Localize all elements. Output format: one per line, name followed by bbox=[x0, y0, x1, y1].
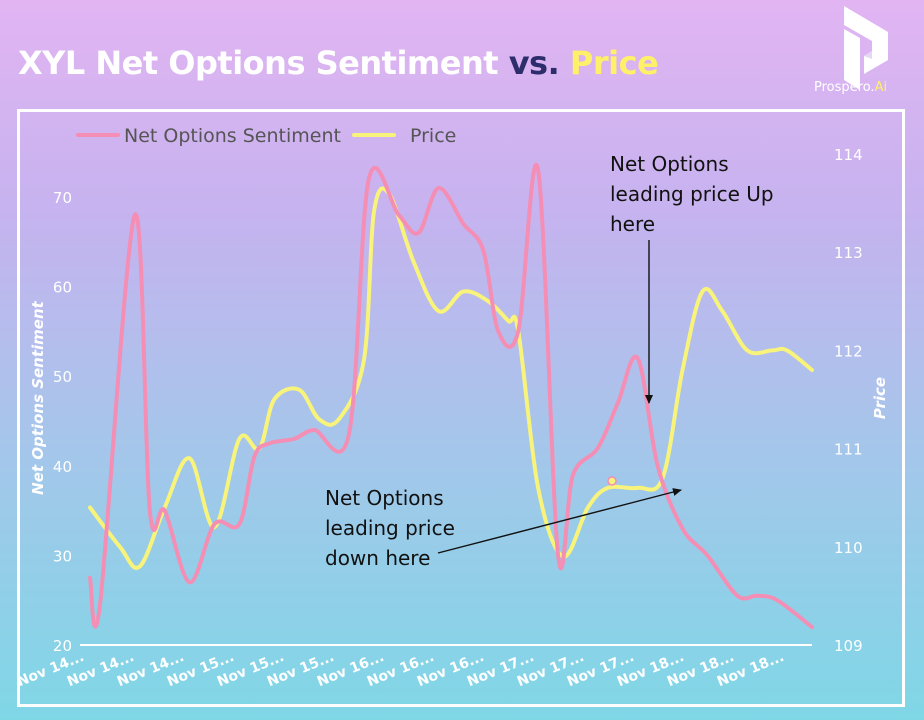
series-line-sentiment bbox=[88, 163, 814, 630]
annotation-down: Net Options leading price down here bbox=[325, 486, 682, 570]
y-ticks-right: 109 110 111 112 113 114 bbox=[834, 146, 863, 655]
y-tick-left: 40 bbox=[53, 458, 72, 476]
annotation-up-line-3: here bbox=[610, 212, 655, 236]
y-tick-left: 70 bbox=[53, 189, 72, 207]
legend-label-price: Price bbox=[410, 125, 456, 147]
legend: Net Options Sentiment Price bbox=[76, 125, 456, 147]
y-tick-left: 30 bbox=[53, 547, 72, 565]
y-tick-right: 114 bbox=[834, 146, 863, 164]
y-axis-title-right: Price bbox=[871, 377, 889, 419]
legend-label-sentiment: Net Options Sentiment bbox=[124, 125, 341, 147]
prospero-logo-icon bbox=[844, 6, 888, 90]
y-tick-left: 20 bbox=[53, 637, 72, 655]
annotation-up: Net Options leading price Up here bbox=[610, 152, 774, 404]
y-tick-left: 50 bbox=[53, 368, 72, 386]
title-price: Price bbox=[569, 44, 659, 82]
y-tick-right: 111 bbox=[834, 441, 863, 459]
logo-text: Prospero.Ai bbox=[814, 80, 887, 95]
annotation-down-line-1: Net Options bbox=[325, 486, 444, 510]
x-ticks: Nov 14...Nov 14...Nov 14...Nov 15...Nov … bbox=[15, 649, 787, 690]
y-tick-right: 109 bbox=[834, 637, 863, 655]
y-tick-right: 113 bbox=[834, 244, 863, 262]
chart-panel bbox=[17, 109, 905, 707]
logo-text-main: Prospero. bbox=[814, 80, 875, 95]
y-tick-right: 112 bbox=[834, 342, 863, 360]
y-tick-right: 110 bbox=[834, 539, 863, 557]
title-main: XYL Net Options Sentiment bbox=[18, 44, 499, 82]
y-ticks-left: 20 30 40 50 60 70 bbox=[53, 189, 72, 655]
annotation-up-line-1: Net Options bbox=[610, 152, 729, 176]
y-axis-title-left: Net Options Sentiment bbox=[29, 300, 47, 495]
annotation-down-arrow bbox=[437, 488, 682, 554]
logo-text-ai: Ai bbox=[874, 80, 888, 95]
series-line-price bbox=[88, 186, 814, 570]
annotation-down-line-2: leading price bbox=[325, 516, 455, 540]
y-tick-left: 60 bbox=[53, 279, 72, 297]
chart-title: XYL Net Options Sentiment vs. Price bbox=[18, 44, 659, 82]
annotation-down-line-3: down here bbox=[325, 546, 430, 570]
hover-point-marker bbox=[607, 476, 617, 486]
title-vs: vs. bbox=[508, 44, 560, 82]
annotation-up-line-2: leading price Up bbox=[610, 182, 774, 206]
